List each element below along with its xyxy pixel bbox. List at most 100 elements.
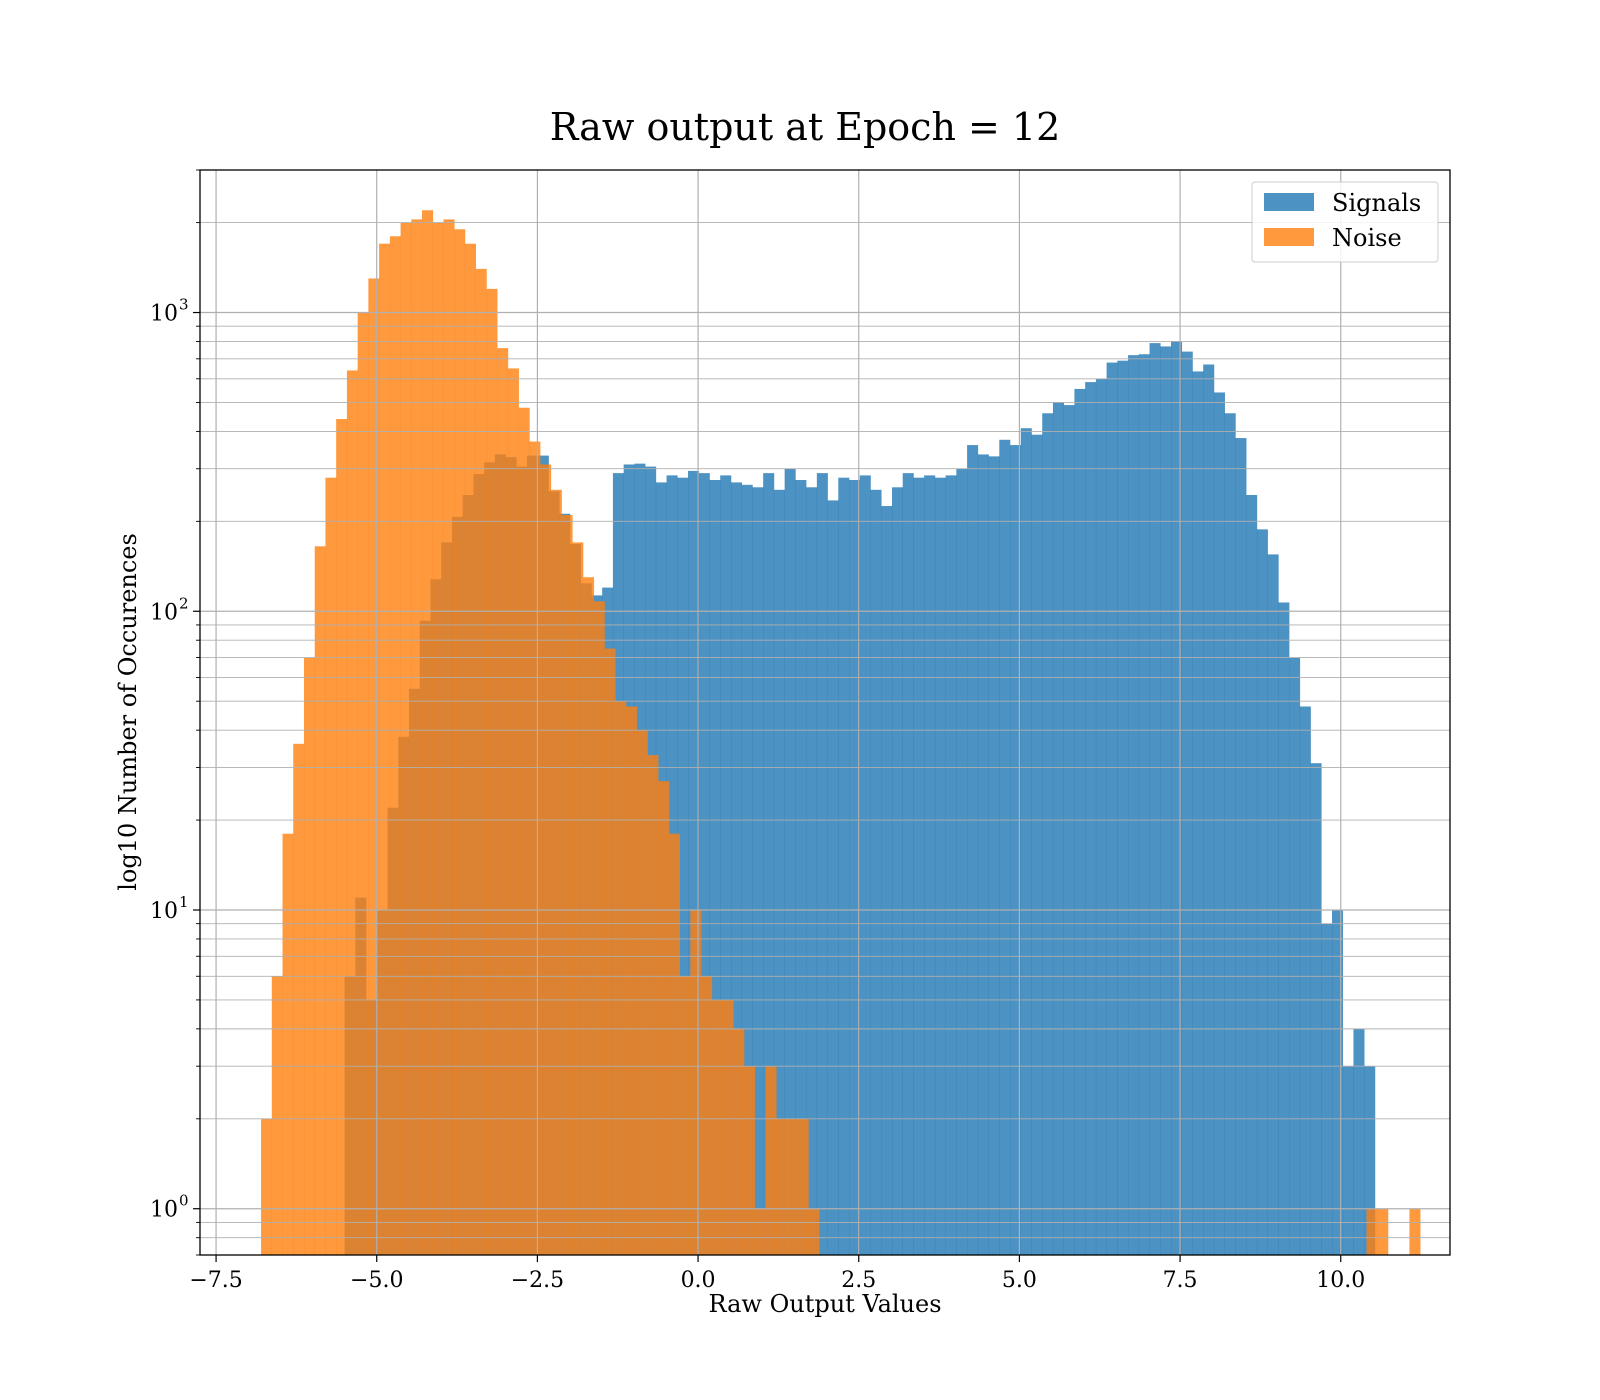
x-tick-label: 7.5 [1163, 1268, 1198, 1293]
bar-noise [701, 976, 713, 1255]
bar-signals [1278, 602, 1290, 1255]
bar-signals [784, 468, 796, 1256]
bar-signals [902, 473, 914, 1255]
bar-signals [1364, 1066, 1376, 1255]
bar-noise [497, 348, 509, 1255]
bar-signals [1213, 392, 1225, 1256]
bar-signals [741, 484, 753, 1256]
bar-signals [1138, 354, 1150, 1255]
bar-signals [1117, 360, 1129, 1255]
bar-noise [261, 1118, 273, 1255]
bar-signals [934, 477, 946, 1255]
bar-noise [647, 755, 659, 1255]
y-tick-exponent: 1 [179, 893, 189, 911]
bar-signals [1181, 351, 1193, 1256]
bar-signals [709, 480, 721, 1255]
bar-signals [763, 473, 775, 1255]
bar-signals [1010, 445, 1022, 1256]
bar-noise [529, 441, 541, 1255]
bar-noise [432, 222, 444, 1256]
bar-signals [1235, 438, 1247, 1255]
plot-frame [199, 169, 1451, 1256]
x-tick-label: 2.5 [841, 1268, 876, 1293]
bar-noise [357, 312, 369, 1255]
bar-noise [550, 489, 562, 1255]
bar-signals [1353, 1028, 1365, 1255]
bar-signals [913, 477, 925, 1255]
bar-noise [1409, 1208, 1421, 1255]
bar-noise [518, 407, 530, 1255]
bar-signals [773, 489, 785, 1255]
bar-signals [881, 506, 893, 1255]
bar-noise [325, 477, 337, 1255]
bar-noise [625, 706, 637, 1255]
bar-noise [422, 210, 434, 1256]
bar-noise [797, 1118, 809, 1255]
bar-signals [1310, 763, 1322, 1255]
bar-signals [1267, 554, 1279, 1255]
bar-signals [1299, 706, 1311, 1255]
bar-signals [688, 470, 700, 1255]
bar-noise [754, 1208, 766, 1255]
bar-noise [668, 833, 680, 1255]
bar-noise [636, 730, 648, 1255]
bar-signals [816, 473, 828, 1255]
y-axis-label: log10 Number of Occurences [114, 533, 142, 891]
bar-signals [967, 445, 979, 1256]
bar-noise [411, 219, 423, 1255]
bar-signals [806, 487, 818, 1255]
bar-noise [336, 419, 348, 1255]
bar-signals [1074, 388, 1086, 1255]
bar-noise [690, 909, 702, 1255]
bar-signals [1031, 434, 1043, 1255]
bar-signals [1321, 923, 1333, 1255]
x-tick-label: 5.0 [1002, 1268, 1037, 1293]
chart-title: Raw output at Epoch = 12 [550, 105, 1061, 149]
bars-layer [261, 210, 1421, 1256]
bar-signals [1224, 413, 1236, 1255]
legend-label-noise: Noise [1332, 224, 1402, 252]
legend: Signals Noise [1251, 181, 1439, 263]
bar-signals [1042, 413, 1054, 1255]
bar-noise [486, 288, 498, 1255]
bar-signals [870, 489, 882, 1255]
bar-noise [679, 976, 691, 1255]
bar-signals [677, 477, 689, 1255]
bar-noise [561, 515, 573, 1255]
bar-noise [765, 1066, 777, 1255]
bar-noise [1366, 1208, 1378, 1255]
bar-signals [1063, 405, 1075, 1256]
bar-signals [1256, 529, 1268, 1255]
bar-noise [314, 546, 326, 1255]
bar-signals [1052, 402, 1064, 1256]
bar-noise [744, 1066, 756, 1255]
bar-signals [1085, 382, 1097, 1256]
bar-signals [827, 500, 839, 1255]
y-tick-label: 10 [150, 302, 178, 327]
bar-signals [999, 439, 1011, 1255]
bar-noise [1377, 1208, 1389, 1255]
legend-swatch-signals [1264, 193, 1314, 211]
y-tick-label: 10 [150, 600, 178, 625]
bar-signals [956, 468, 968, 1256]
bar-signals [945, 475, 957, 1255]
bar-signals [1160, 346, 1172, 1255]
bar-signals [752, 487, 764, 1255]
bar-noise [379, 243, 391, 1255]
bar-signals [859, 475, 871, 1255]
bar-noise [540, 464, 552, 1256]
bar-signals [730, 482, 743, 1255]
bar-signals [1171, 341, 1183, 1256]
bar-signals [720, 475, 732, 1255]
bar-noise [475, 268, 487, 1255]
bar-signals [1192, 371, 1204, 1255]
y-tick-label: 10 [150, 899, 178, 924]
bar-signals [924, 475, 936, 1255]
bar-signals [1106, 362, 1118, 1255]
y-tick-exponent: 0 [179, 1192, 189, 1210]
grid-layer [200, 169, 1450, 1256]
bar-signals [1332, 909, 1344, 1255]
bar-noise [808, 1208, 820, 1255]
x-tick-label: −5.0 [350, 1268, 403, 1293]
bar-signals [849, 480, 861, 1255]
